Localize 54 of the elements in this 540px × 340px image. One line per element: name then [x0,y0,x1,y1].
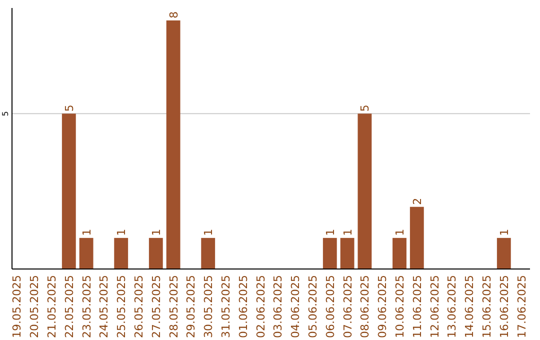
x-tick-label: 29.05.2025 [184,275,198,338]
x-tick-label: 07.06.2025 [341,275,354,338]
x-tick-label: 24.05.2025 [98,275,111,338]
x-tick-label: 14.06.2025 [463,275,476,338]
data-label: 1 [498,228,511,236]
bar [79,238,94,269]
x-tick-label: 04.06.2025 [289,275,302,338]
data-label: 5 [62,104,76,112]
x-tick-label: 26.05.2025 [132,275,146,338]
x-tick-label: 22.05.2025 [62,275,76,338]
data-label: 5 [358,104,372,112]
bar [148,238,163,269]
x-tick-label: 12.06.2025 [428,275,442,338]
x-tick-label: 08.06.2025 [358,275,372,338]
bar [340,238,354,269]
x-tick-label: 30.05.2025 [202,275,216,338]
data-label: 1 [80,228,94,236]
x-tick-label: 01.06.2025 [236,275,250,338]
x-tick-label: 20.05.2025 [28,275,42,338]
x-tick-label: 31.05.2025 [220,275,232,338]
x-tick-label: 16.06.2025 [498,275,511,338]
x-tick-label: 10.06.2025 [394,275,406,338]
bar [410,206,424,269]
x-tick-label: 21.05.2025 [46,275,58,338]
data-label: 1 [324,228,337,236]
x-tick-label: 02.06.2025 [254,275,268,338]
x-tick-label: 23.05.2025 [80,275,94,338]
bar [62,114,76,269]
data-label: 1 [150,228,163,236]
data-label: 1 [341,228,354,236]
data-label: 1 [115,228,128,236]
x-tick-label: 28.05.2025 [167,275,180,338]
data-label: 8 [167,11,180,18]
bar [201,238,216,269]
x-tick-label: 17.06.2025 [515,275,528,338]
x-tick-label: 05.06.2025 [306,275,320,338]
x-tick-label: 09.06.2025 [376,275,390,338]
bar [322,238,337,269]
bar [166,20,180,269]
data-label: 1 [394,228,406,236]
x-tick-label: 19.05.2025 [10,275,24,338]
x-tick-label: 15.06.2025 [480,275,494,338]
x-tick-label: 13.06.2025 [446,275,459,338]
bar [358,114,372,269]
data-label: 1 [202,228,216,236]
bar [496,238,511,269]
x-tick-label: 03.06.2025 [272,275,285,338]
bar [114,238,128,269]
bar [392,238,406,269]
x-tick-label: 25.05.2025 [115,275,128,338]
data-label: 2 [410,198,424,205]
x-tick-label: 27.05.2025 [150,275,163,338]
x-tick-label: 06.06.2025 [324,275,337,338]
x-tick-label: 11.06.2025 [410,275,424,338]
